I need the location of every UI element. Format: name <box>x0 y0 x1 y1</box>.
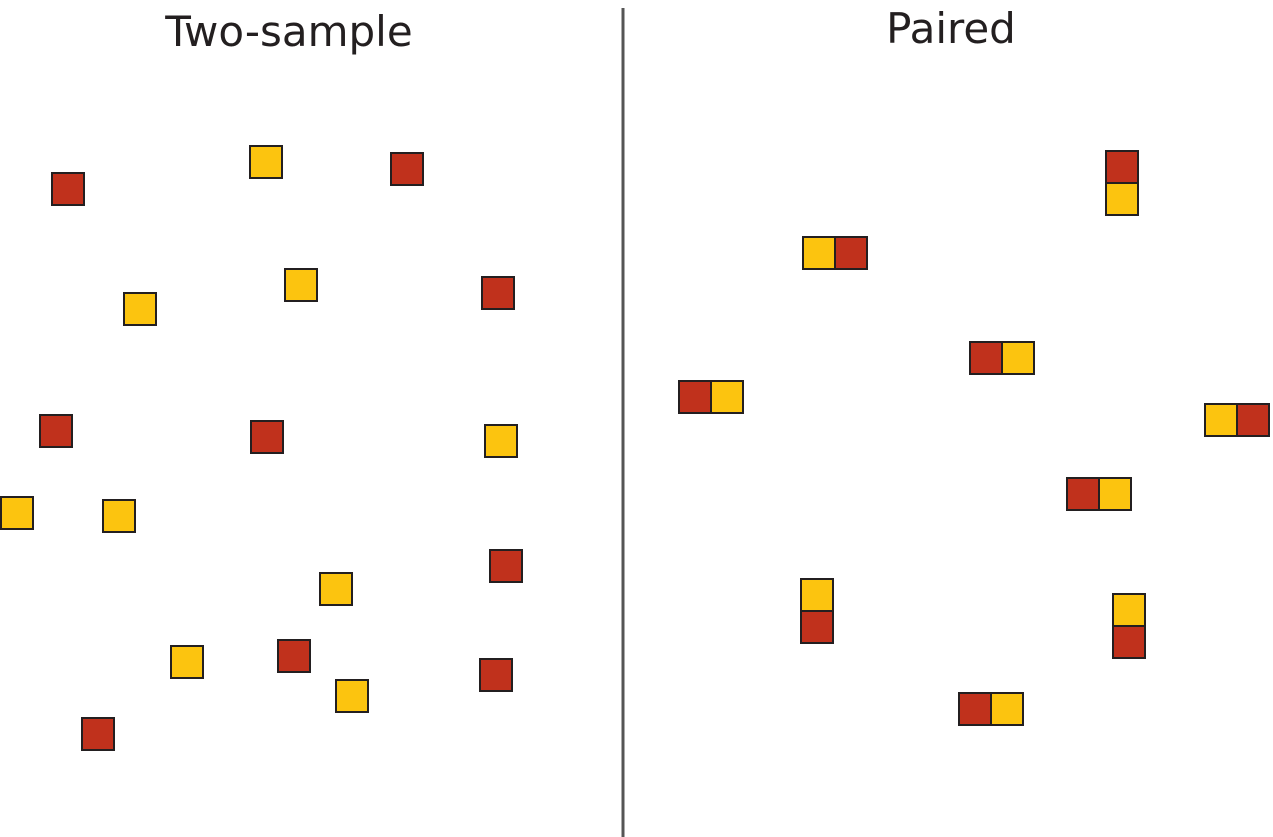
two-sample-panel-title: Two-sample <box>164 7 412 56</box>
paired-squares-pair <box>1112 593 1146 659</box>
red-square <box>1105 150 1139 184</box>
red-square <box>1112 625 1146 659</box>
paired-squares-pair <box>678 380 744 414</box>
red-square <box>390 152 424 186</box>
paired-squares-pair <box>800 578 834 644</box>
yellow-square <box>1001 341 1035 375</box>
red-square <box>481 276 515 310</box>
yellow-square <box>102 499 136 533</box>
paired-squares-pair <box>958 692 1024 726</box>
red-square <box>479 658 513 692</box>
red-square <box>678 380 712 414</box>
paired-squares-pair <box>802 236 868 270</box>
paired-squares-pair <box>1066 477 1132 511</box>
red-square <box>250 420 284 454</box>
red-square <box>834 236 868 270</box>
paired-panel-title: Paired <box>886 4 1016 53</box>
two-sample-squares <box>0 145 523 751</box>
red-square <box>958 692 992 726</box>
yellow-square <box>710 380 744 414</box>
yellow-square <box>1105 182 1139 216</box>
yellow-square <box>335 679 369 713</box>
red-square <box>81 717 115 751</box>
paired-squares <box>678 150 1270 726</box>
yellow-square <box>319 572 353 606</box>
yellow-square <box>1204 403 1238 437</box>
red-square <box>1236 403 1270 437</box>
yellow-square <box>1098 477 1132 511</box>
yellow-square <box>284 268 318 302</box>
yellow-square <box>484 424 518 458</box>
red-square <box>51 172 85 206</box>
yellow-square <box>249 145 283 179</box>
red-square <box>969 341 1003 375</box>
yellow-square <box>170 645 204 679</box>
red-square <box>489 549 523 583</box>
yellow-square <box>0 496 34 530</box>
yellow-square <box>990 692 1024 726</box>
yellow-square <box>800 578 834 612</box>
red-square <box>800 610 834 644</box>
red-square <box>1066 477 1100 511</box>
red-square <box>277 639 311 673</box>
paired-squares-pair <box>969 341 1035 375</box>
paired-squares-pair <box>1204 403 1270 437</box>
yellow-square <box>802 236 836 270</box>
paired-squares-pair <box>1105 150 1139 216</box>
red-square <box>39 414 73 448</box>
yellow-square <box>123 292 157 326</box>
yellow-square <box>1112 593 1146 627</box>
